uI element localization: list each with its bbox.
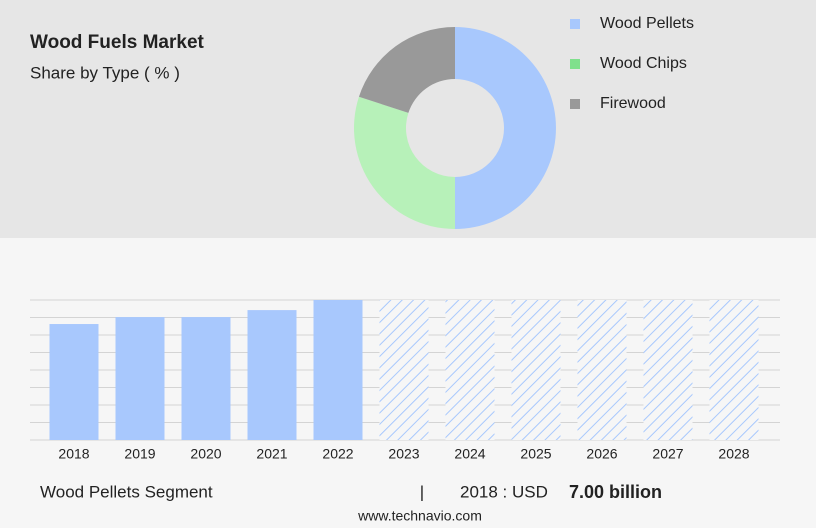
value-label: 7.00 billion xyxy=(569,482,662,502)
x-tick-label: 2022 xyxy=(322,446,353,462)
year-text: 2018 : USD xyxy=(460,482,548,501)
bar xyxy=(313,300,363,440)
x-tick-label: 2018 xyxy=(58,446,89,462)
legend-marker xyxy=(570,59,580,69)
source: www.technavio.com xyxy=(357,508,482,524)
legend-marker xyxy=(570,19,580,29)
x-tick-label: 2023 xyxy=(388,446,419,462)
forecast-placeholder xyxy=(379,300,429,440)
legend-marker xyxy=(570,99,580,109)
forecast-placeholder xyxy=(511,300,561,440)
x-tick-label: 2027 xyxy=(652,446,683,462)
x-tick-label: 2025 xyxy=(520,446,551,462)
forecast-placeholder xyxy=(445,300,495,440)
bar xyxy=(115,317,165,440)
donut-slice xyxy=(358,27,455,113)
segment-label: Wood Pellets Segment xyxy=(40,482,213,501)
x-tick-label: 2021 xyxy=(256,446,287,462)
bar xyxy=(181,317,231,440)
x-tick-label: 2028 xyxy=(718,446,749,462)
chart-title: Wood Fuels Market xyxy=(30,32,205,53)
forecast-placeholder xyxy=(643,300,693,440)
donut-slice xyxy=(353,96,455,230)
donut-slice xyxy=(455,27,556,229)
forecast-placeholder xyxy=(709,300,759,440)
legend-label: Wood Pellets xyxy=(600,15,694,32)
x-tick-label: 2019 xyxy=(124,446,155,462)
separator: | xyxy=(420,482,424,501)
legend-label: Wood Chips xyxy=(600,55,687,72)
x-tick-label: 2024 xyxy=(454,446,485,462)
x-tick-label: 2020 xyxy=(190,446,221,462)
bar xyxy=(49,324,99,440)
x-tick-label: 2026 xyxy=(586,446,617,462)
bar xyxy=(247,310,297,440)
chart-subtitle: Share by Type ( % ) xyxy=(30,63,180,82)
legend-label: Firewood xyxy=(600,95,666,112)
forecast-placeholder xyxy=(577,300,627,440)
